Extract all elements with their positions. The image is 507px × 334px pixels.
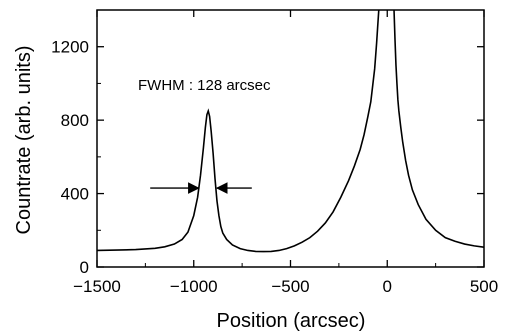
y-tick-label: 0: [80, 258, 89, 277]
x-tick-label: −1500: [73, 277, 121, 296]
x-tick-label: 0: [383, 277, 392, 296]
plot-frame: [96, 9, 485, 268]
x-tick-label: −1000: [170, 277, 218, 296]
x-axis-title: Position (arcsec): [217, 310, 366, 332]
fwhm-annotation: FWHM : 128 arcsec: [138, 77, 271, 94]
x-tick-label: −500: [271, 277, 309, 296]
y-axis-title: Countrate (arb. units): [13, 46, 35, 235]
y-tick-label: 400: [61, 185, 89, 204]
x-tick-label: 500: [470, 277, 498, 296]
y-tick-label: 1200: [51, 38, 89, 57]
y-tick-label: 800: [61, 111, 89, 130]
countrate-line: [97, 10, 484, 253]
axis-ticks: [96, 10, 485, 268]
axis-tick-labels: −1500 −1000 −500 0 500 0 400 800 1200: [51, 38, 498, 296]
